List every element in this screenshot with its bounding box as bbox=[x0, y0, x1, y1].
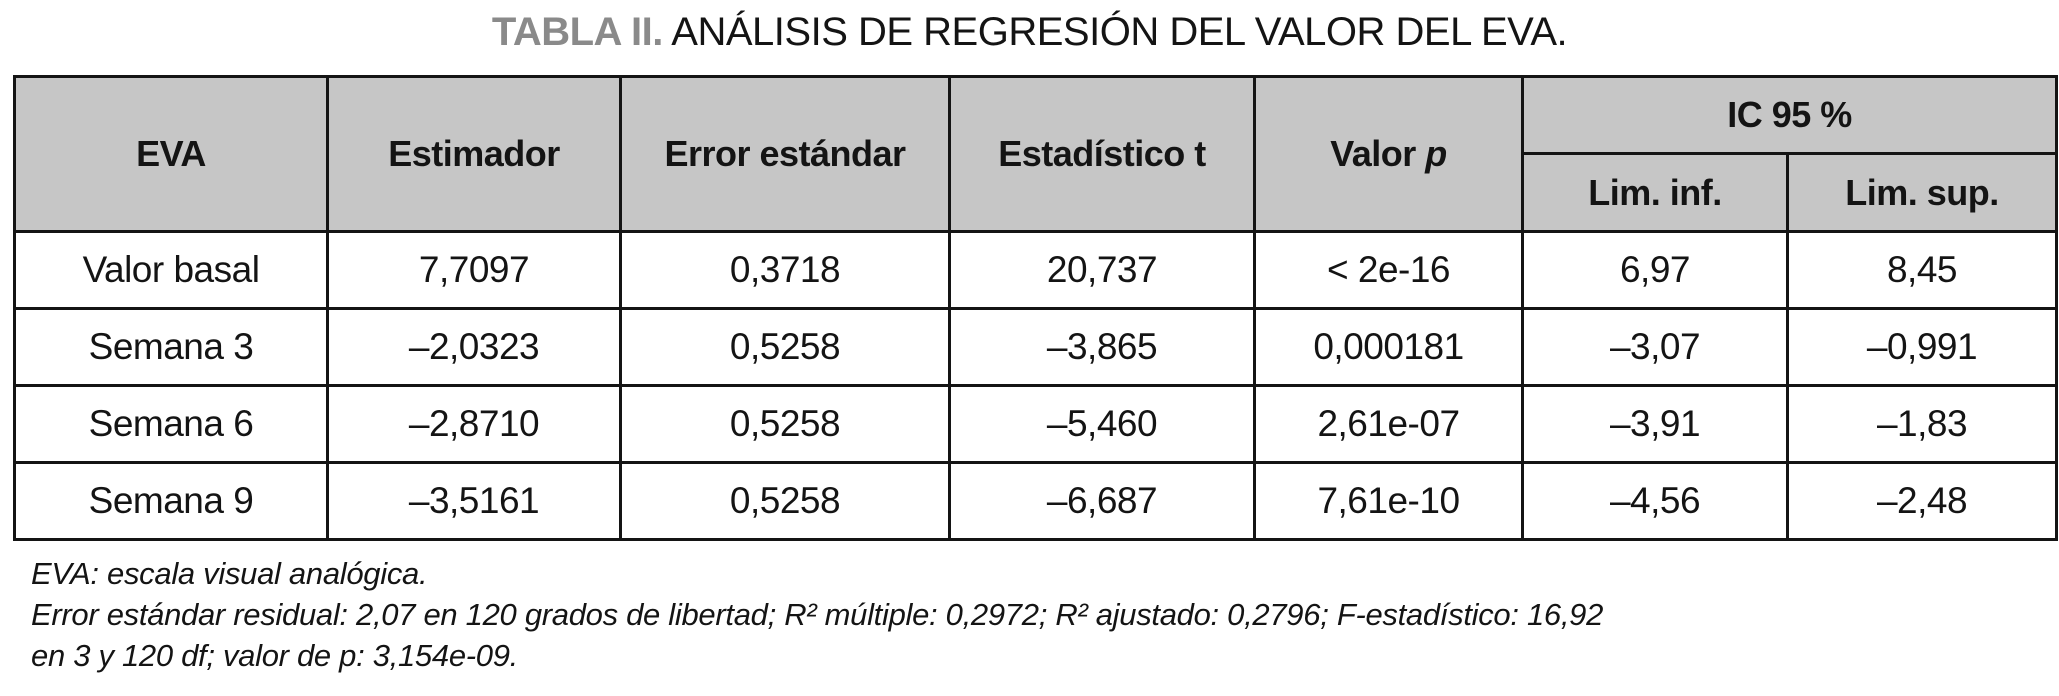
cell-lim-sup: –2,48 bbox=[1786, 461, 2058, 541]
cell-lim-sup: –0,991 bbox=[1786, 307, 2058, 387]
col-header-error-estandar: Error estándar bbox=[619, 75, 951, 233]
cell-error-estandar: 0,5258 bbox=[619, 461, 951, 541]
col-header-ic95: IC 95 % bbox=[1521, 75, 2058, 155]
cell-lim-sup: –1,83 bbox=[1786, 384, 2058, 464]
cell-estadistico-t: –6,687 bbox=[948, 461, 1256, 541]
cell-error-estandar: 0,3718 bbox=[619, 230, 951, 310]
footnote-stats-line-2: en 3 y 120 df; valor de p: 3,154e-09. bbox=[31, 638, 518, 673]
cell-lim-inf: –3,91 bbox=[1521, 384, 1789, 464]
table-title-text: ANÁLISIS DE REGRESIÓN DEL VALOR DEL EVA. bbox=[662, 10, 1568, 54]
footnotes: EVA: escala visual analógica. Error está… bbox=[31, 553, 1603, 676]
col-header-lim-inf: Lim. inf. bbox=[1521, 152, 1789, 233]
footnote-abbreviation: EVA: escala visual analógica. bbox=[31, 556, 428, 591]
regression-table: EVA Estimador Error estándar Estadístico… bbox=[13, 75, 2058, 541]
cell-valor-p: 2,61e-07 bbox=[1253, 384, 1524, 464]
cell-lim-inf: –3,07 bbox=[1521, 307, 1789, 387]
cell-row-label: Semana 6 bbox=[13, 384, 329, 464]
cell-estimador: 7,7097 bbox=[326, 230, 622, 310]
cell-lim-inf: –4,56 bbox=[1521, 461, 1789, 541]
cell-error-estandar: 0,5258 bbox=[619, 384, 951, 464]
header-row-top: EVA Estimador Error estándar Estadístico… bbox=[13, 75, 2058, 233]
col-header-estadistico-t: Estadístico t bbox=[948, 75, 1256, 233]
cell-row-label: Semana 3 bbox=[13, 307, 329, 387]
table-row-semana-6: Semana 6 –2,8710 0,5258 –5,460 2,61e-07 … bbox=[13, 384, 2058, 464]
cell-estimador: –2,8710 bbox=[326, 384, 622, 464]
table-header: EVA Estimador Error estándar Estadístico… bbox=[13, 75, 2058, 233]
table-body: Valor basal 7,7097 0,3718 20,737 < 2e-16… bbox=[13, 230, 2058, 541]
valor-p-italic: p bbox=[1425, 133, 1447, 174]
cell-estimador: –3,5161 bbox=[326, 461, 622, 541]
cell-estadistico-t: –3,865 bbox=[948, 307, 1256, 387]
valor-label: Valor bbox=[1330, 133, 1426, 174]
cell-estadistico-t: 20,737 bbox=[948, 230, 1256, 310]
table-row-semana-9: Semana 9 –3,5161 0,5258 –6,687 7,61e-10 … bbox=[13, 461, 2058, 541]
col-header-eva: EVA bbox=[13, 75, 329, 233]
cell-lim-sup: 8,45 bbox=[1786, 230, 2058, 310]
cell-valor-p: 7,61e-10 bbox=[1253, 461, 1524, 541]
cell-estimador: –2,0323 bbox=[326, 307, 622, 387]
table-row-valor-basal: Valor basal 7,7097 0,3718 20,737 < 2e-16… bbox=[13, 230, 2058, 310]
cell-valor-p: < 2e-16 bbox=[1253, 230, 1524, 310]
cell-row-label: Valor basal bbox=[13, 230, 329, 310]
cell-estadistico-t: –5,460 bbox=[948, 384, 1256, 464]
table-row-semana-3: Semana 3 –2,0323 0,5258 –3,865 0,000181 … bbox=[13, 307, 2058, 387]
cell-lim-inf: 6,97 bbox=[1521, 230, 1789, 310]
header-row-sub: Lim. inf. Lim. sup. bbox=[15, 152, 2058, 233]
col-header-lim-sup: Lim. sup. bbox=[1786, 152, 2058, 233]
cell-row-label: Semana 9 bbox=[13, 461, 329, 541]
cell-error-estandar: 0,5258 bbox=[619, 307, 951, 387]
table-title: TABLA II. ANÁLISIS DE REGRESIÓN DEL VALO… bbox=[0, 10, 2059, 55]
col-header-estimador: Estimador bbox=[326, 75, 622, 233]
cell-valor-p: 0,000181 bbox=[1253, 307, 1524, 387]
table-title-tag: TABLA II. bbox=[491, 10, 664, 54]
footnote-stats-line-1: Error estándar residual: 2,07 en 120 gra… bbox=[31, 597, 1604, 632]
col-header-valor-p: Valor p bbox=[1253, 75, 1524, 233]
